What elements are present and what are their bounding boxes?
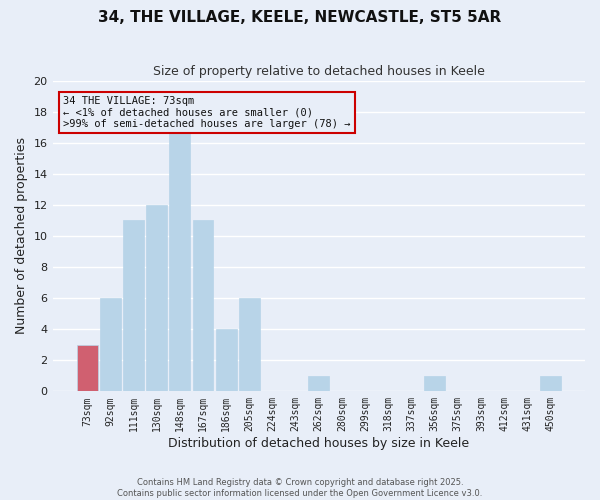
Y-axis label: Number of detached properties: Number of detached properties xyxy=(15,138,28,334)
Bar xyxy=(77,344,98,392)
Bar xyxy=(239,298,260,392)
Bar xyxy=(424,376,445,392)
X-axis label: Distribution of detached houses by size in Keele: Distribution of detached houses by size … xyxy=(168,437,469,450)
Bar xyxy=(193,220,214,392)
Text: 34, THE VILLAGE, KEELE, NEWCASTLE, ST5 5AR: 34, THE VILLAGE, KEELE, NEWCASTLE, ST5 5… xyxy=(98,10,502,25)
Text: Contains HM Land Registry data © Crown copyright and database right 2025.
Contai: Contains HM Land Registry data © Crown c… xyxy=(118,478,482,498)
Bar xyxy=(216,329,236,392)
Bar xyxy=(540,376,561,392)
Title: Size of property relative to detached houses in Keele: Size of property relative to detached ho… xyxy=(153,65,485,78)
Bar xyxy=(146,205,167,392)
Text: 34 THE VILLAGE: 73sqm
← <1% of detached houses are smaller (0)
>99% of semi-deta: 34 THE VILLAGE: 73sqm ← <1% of detached … xyxy=(63,96,350,130)
Bar xyxy=(100,298,121,392)
Bar xyxy=(169,127,190,392)
Bar xyxy=(308,376,329,392)
Bar xyxy=(123,220,144,392)
